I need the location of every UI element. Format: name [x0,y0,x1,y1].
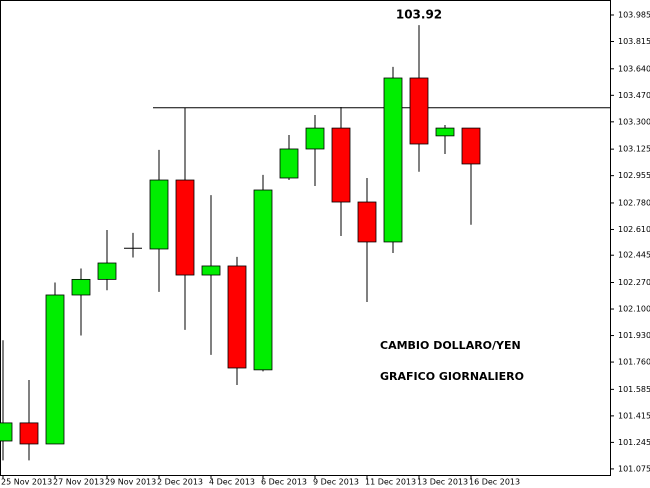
candle-body [71,278,91,296]
y-tick-label: 103.125 [618,145,650,154]
y-tick-label: 101.760 [618,358,650,367]
candle-body [97,262,117,280]
y-tick-label: 102.610 [618,225,650,234]
candle-body [305,127,325,150]
x-tick-label: 25 Nov 2013 [1,478,52,487]
candle-body [435,127,455,137]
y-tick-label: 103.985 [618,10,650,19]
candle-body [201,265,221,276]
x-tick-label: 9 Dec 2013 [313,478,359,487]
x-tick-label: 16 Dec 2013 [469,478,520,487]
y-tick-label: 101.415 [618,411,650,420]
x-tick-label: 11 Dec 2013 [365,478,416,487]
chart-note: GRAFICO GIORNALIERO [380,370,524,383]
candle-body [357,201,377,243]
y-tick-label: 102.100 [618,305,650,314]
annotation: 103.92 [396,8,442,22]
candle-body [149,179,169,250]
candle-body [175,179,195,276]
x-tick-label: 4 Dec 2013 [209,478,255,487]
y-tick-label: 102.780 [618,198,650,207]
candle-body [409,77,429,145]
x-tick-label: 13 Dec 2013 [417,478,468,487]
x-tick-label: 2 Dec 2013 [157,478,203,487]
candle-body [227,265,247,369]
plot-frame [0,0,611,476]
x-tick-label: 29 Nov 2013 [105,478,156,487]
x-tick-label: 27 Nov 2013 [53,478,104,487]
candle-body [383,77,403,243]
candle-body [253,189,273,371]
y-tick-label: 103.815 [618,37,650,46]
y-tick-label: 102.270 [618,278,650,287]
candle-body [0,422,13,442]
y-tick-label: 101.930 [618,331,650,340]
y-tick-label: 102.445 [618,251,650,260]
y-tick-label: 103.300 [618,117,650,126]
y-tick-label: 102.955 [618,171,650,180]
y-tick-label: 101.585 [618,385,650,394]
y-tick-label: 103.470 [618,91,650,100]
y-tick-label: 101.075 [618,464,650,473]
candle-body [279,148,299,179]
candle-body [19,422,39,445]
y-tick-label: 103.640 [618,64,650,73]
chart-note: CAMBIO DOLLARO/YEN [380,339,521,352]
candle-body [331,127,351,203]
candle-body [461,127,481,165]
candle-body [45,294,65,445]
x-tick-label: 6 Dec 2013 [261,478,307,487]
y-tick-label: 101.245 [618,438,650,447]
